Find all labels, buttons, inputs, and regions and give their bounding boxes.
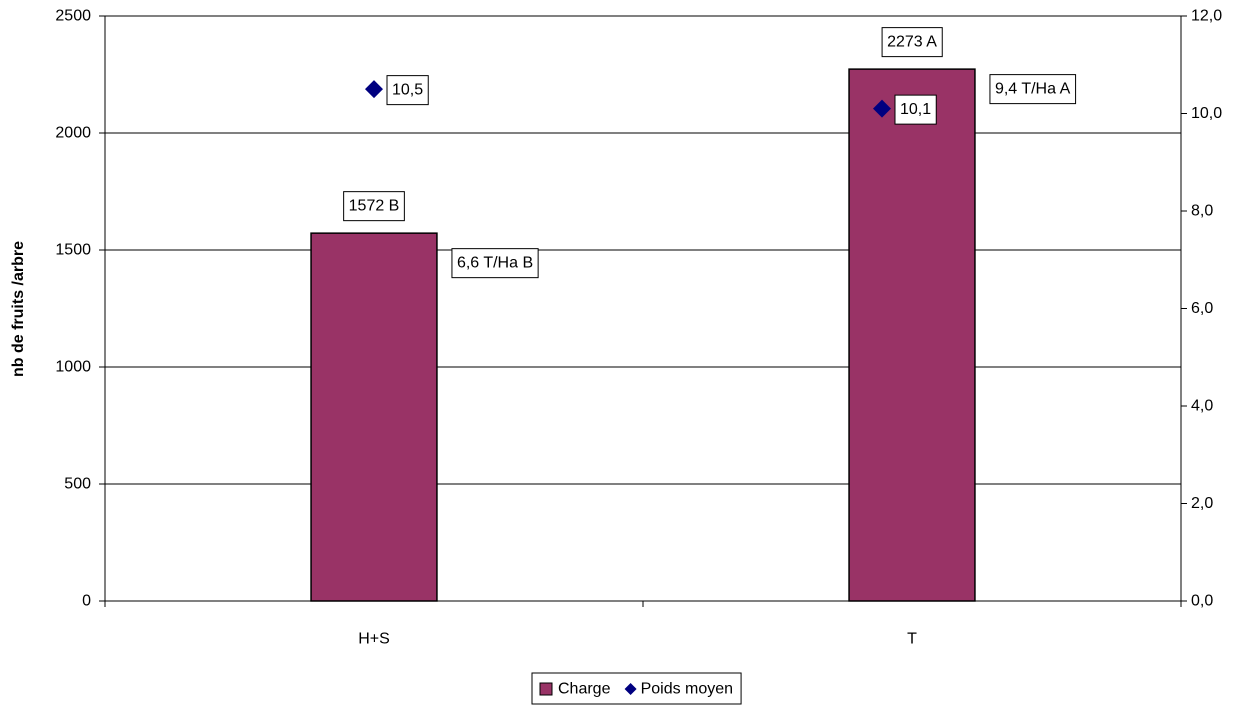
data-labels: 1572 B 2273 A 6,6 T/Ha B 9,4 T/Ha A 10,5 10,1: [343, 27, 1077, 279]
yield-annotation-1: 6,6 T/Ha B: [451, 248, 539, 279]
right-tick-label: 6,0: [1191, 300, 1213, 317]
point-label-1-box: [386, 75, 429, 106]
bars: [310, 68, 976, 602]
left-tick-label: 500: [64, 476, 91, 493]
left-tick-label: 1500: [55, 242, 91, 259]
point-label-2: 10,1: [894, 94, 937, 125]
bar-value-label-2-box: [881, 27, 943, 58]
left-tick-label: 2000: [55, 125, 91, 142]
x-axis-ticks: H+S T: [104, 601, 1182, 648]
bar-value-label-1: 1572 B: [343, 191, 405, 222]
right-tick-label: 2,0: [1191, 495, 1213, 512]
right-tick-label: 10,0: [1191, 105, 1222, 122]
bar-value-label-2-text: 2273 A: [887, 34, 937, 51]
legend-label-poids-moyen: Poids moyen: [641, 681, 734, 698]
left-tick-label: 1000: [55, 359, 91, 376]
left-tick-label: 0: [82, 593, 91, 610]
legend-frame: [531, 672, 742, 705]
bar-1: [310, 232, 438, 602]
right-tick-label: 8,0: [1191, 203, 1213, 220]
bar-value-label-1-box: [343, 191, 405, 222]
left-axis-ticks: 0 500 1000 1500 2000 2500: [55, 8, 105, 610]
legend-marker-poids-moyen: [624, 683, 637, 695]
x-tick-label: T: [907, 631, 917, 648]
right-tick-label: 0,0: [1191, 593, 1213, 610]
bar-2: [848, 68, 976, 602]
yield-annotation-2: 9,4 T/Ha A: [989, 74, 1077, 105]
yield-annotation-1-box: [451, 248, 539, 279]
right-axis-ticks: 0,0 2,0 4,0 6,0 8,0 10,0 12,0: [1181, 8, 1222, 610]
bar-value-label-2: 2273 A: [881, 27, 943, 58]
y-axis-title: nb de fruits /arbre: [10, 241, 27, 377]
gridlines: [105, 15, 1181, 485]
left-tick-label: 2500: [55, 8, 91, 25]
point-label-1: 10,5: [386, 75, 429, 106]
point-label-1-text: 10,5: [392, 82, 423, 99]
legend-swatch-charge: [539, 682, 553, 696]
point-1: [365, 80, 383, 99]
point-2: [873, 99, 891, 118]
yield-annotation-1-text: 6,6 T/Ha B: [457, 255, 533, 272]
yield-annotation-2-text: 9,4 T/Ha A: [995, 81, 1071, 98]
yield-annotation-2-box: [989, 74, 1077, 105]
bar-value-label-1-text: 1572 B: [349, 198, 400, 215]
x-tick-label: H+S: [358, 631, 390, 648]
right-tick-label: 12,0: [1191, 8, 1222, 25]
point-label-2-text: 10,1: [900, 101, 931, 118]
right-tick-label: 4,0: [1191, 398, 1213, 415]
legend-label-charge: Charge: [558, 681, 611, 698]
points: [365, 80, 891, 118]
point-label-2-box: [894, 94, 937, 125]
legend: Charge Poids moyen: [531, 672, 742, 705]
